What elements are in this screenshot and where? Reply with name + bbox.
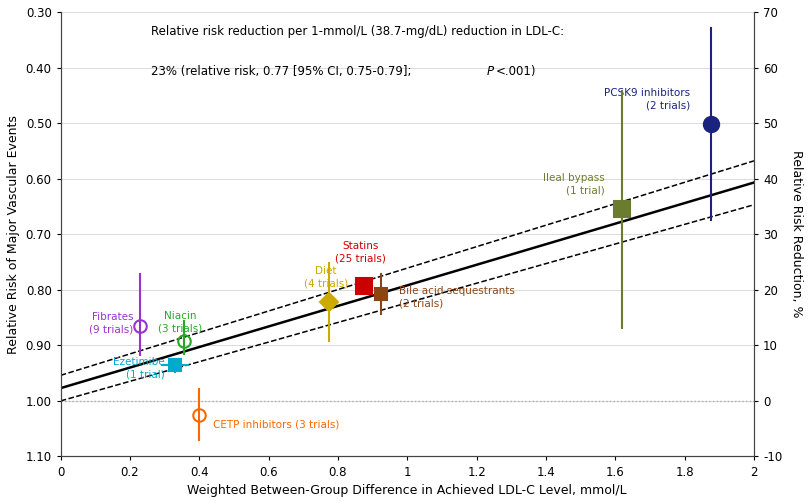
Text: Ezetimibe
(1 trial): Ezetimibe (1 trial)	[113, 357, 164, 379]
Text: Diet
(4 trials): Diet (4 trials)	[304, 266, 348, 288]
Text: Ileal bypass
(1 trial): Ileal bypass (1 trial)	[544, 173, 605, 196]
Text: PCSK9 inhibitors
(2 trials): PCSK9 inhibitors (2 trials)	[603, 88, 690, 110]
Text: Bile acid sequestrants
(2 trials): Bile acid sequestrants (2 trials)	[399, 286, 514, 308]
Text: 23% (relative risk, 0.77 [95% CI, 0.75-0.79];: 23% (relative risk, 0.77 [95% CI, 0.75-0…	[151, 66, 415, 78]
X-axis label: Weighted Between-Group Difference in Achieved LDL-C Level, mmol/L: Weighted Between-Group Difference in Ach…	[187, 484, 627, 497]
Text: Fibrates
(9 trials): Fibrates (9 trials)	[89, 312, 134, 334]
Text: Niacin
(3 trials): Niacin (3 trials)	[158, 311, 202, 333]
Text: <.001): <.001)	[496, 66, 536, 78]
Text: Statins
(25 trials): Statins (25 trials)	[335, 241, 386, 264]
Text: Relative risk reduction per 1-mmol/L (38.7-mg/dL) reduction in LDL-C:: Relative risk reduction per 1-mmol/L (38…	[151, 25, 564, 38]
Y-axis label: Relative Risk Reduction, %: Relative Risk Reduction, %	[790, 151, 803, 318]
Text: CETP inhibitors (3 trials): CETP inhibitors (3 trials)	[213, 419, 339, 429]
Y-axis label: Relative Risk of Major Vascular Events: Relative Risk of Major Vascular Events	[7, 115, 20, 354]
Text: P: P	[487, 66, 494, 78]
